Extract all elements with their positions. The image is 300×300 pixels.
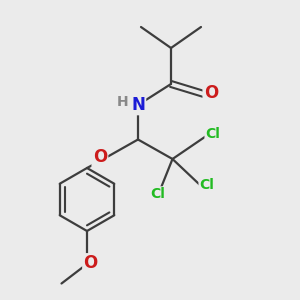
Text: Cl: Cl	[206, 127, 220, 141]
Text: Cl: Cl	[200, 178, 214, 192]
Text: H: H	[117, 95, 128, 109]
Text: O: O	[93, 148, 107, 166]
Text: Cl: Cl	[151, 188, 166, 201]
Text: O: O	[204, 84, 218, 102]
Text: O: O	[83, 254, 98, 272]
Text: N: N	[131, 96, 145, 114]
